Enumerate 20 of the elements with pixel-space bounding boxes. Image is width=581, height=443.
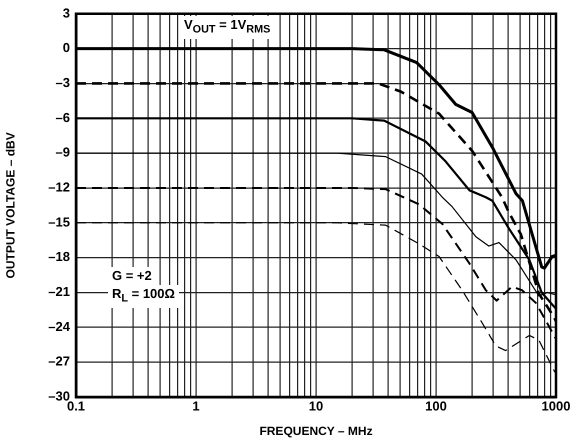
y-tick-label: 3: [62, 5, 70, 20]
y-tick-label: –9: [56, 144, 70, 160]
x-tick-label: 1: [192, 398, 200, 414]
y-tick-label: –24: [48, 318, 71, 334]
x-tick-label: 1000: [542, 398, 570, 414]
annotation: R$_{L}$ = 100Ω: [108, 285, 179, 308]
y-axis-title: OUTPUT VOLTAGE – dBV: [4, 132, 18, 279]
y-tick-label: –27: [48, 354, 70, 369]
y-tick-label: –12: [48, 180, 70, 195]
y-tick-label: –21: [48, 284, 70, 300]
y-tick-label: –3: [56, 75, 70, 90]
annotation: G = +2: [108, 267, 156, 285]
x-axis-title: FREQUENCY – MHz: [259, 424, 373, 438]
y-tick-label: –15: [48, 214, 70, 230]
y-tick-label: –18: [48, 249, 70, 264]
annotation: V$_{OUT}$ = 1V$_{RMS}$: [180, 16, 274, 39]
x-tick-label: 100: [425, 398, 447, 414]
y-tick-label: –6: [56, 110, 70, 125]
y-tick-label: 0: [62, 40, 70, 56]
x-tick-label: 10: [308, 398, 324, 414]
